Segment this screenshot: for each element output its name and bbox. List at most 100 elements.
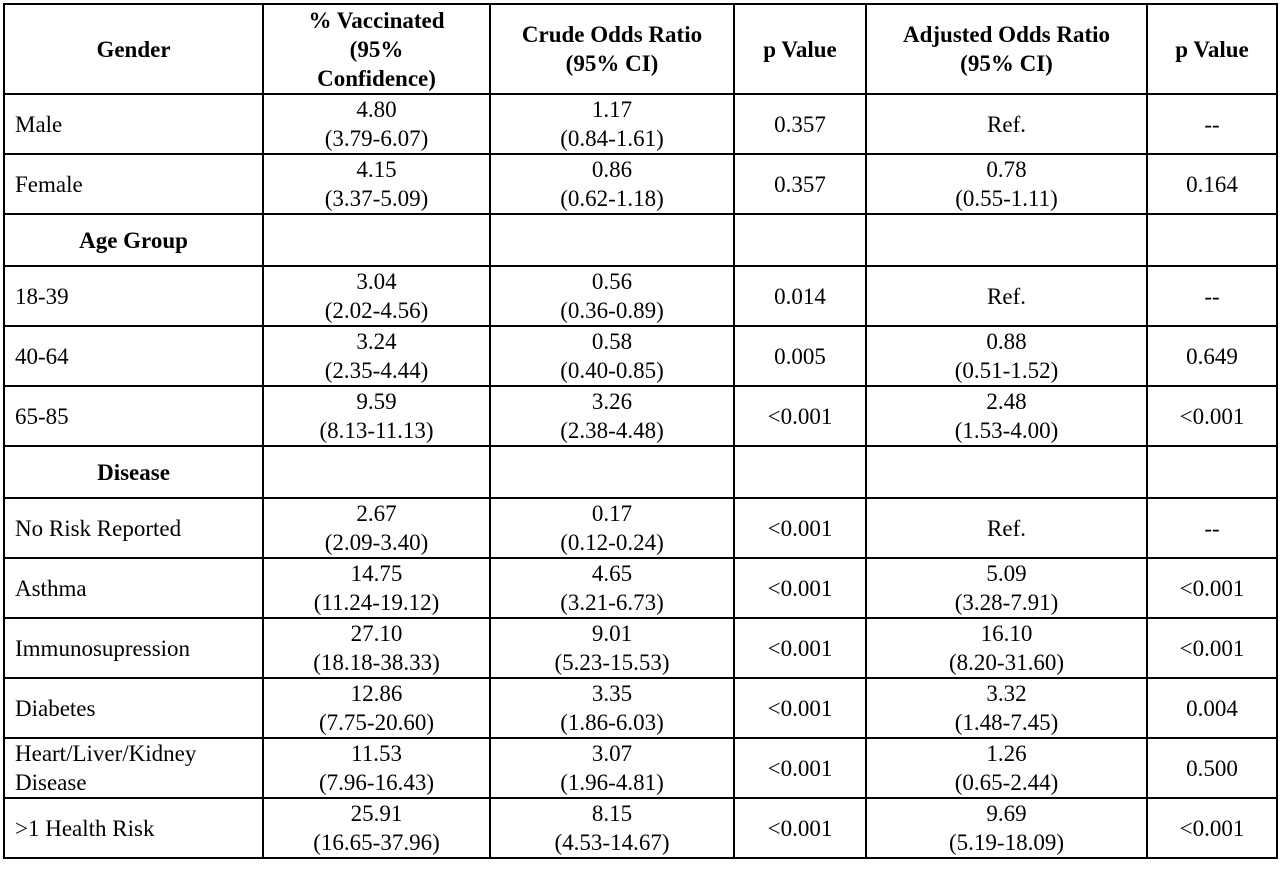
table-row: Heart/Liver/Kidney Disease 11.53 (7.96-16.… bbox=[3, 737, 1278, 799]
vaccinated-cell: 2.67 (2.09-3.40) bbox=[262, 497, 491, 559]
empty-cell bbox=[262, 213, 491, 267]
crude-odds-value: 0.86 bbox=[591, 157, 633, 182]
disease-section-heading: Disease bbox=[3, 445, 264, 499]
adjusted-odds-value: 0.78 bbox=[986, 157, 1027, 182]
table-row: Diabetes 12.86 (7.75-20.60) 3.35 (1.86-6.03)… bbox=[3, 677, 1278, 739]
vaccinated-ci: (2.02-4.56) bbox=[324, 298, 429, 323]
adjusted-odds-cell: Ref. bbox=[865, 93, 1148, 155]
vaccination-odds-table: Gender % Vaccinated (95% Confidence) Cru… bbox=[3, 3, 1278, 859]
adjusted-odds-cell: 0.78 (0.55-1.11) bbox=[865, 153, 1148, 215]
vaccinated-cell: 14.75 (11.24-19.12) bbox=[262, 557, 491, 619]
empty-cell bbox=[733, 445, 867, 499]
adjusted-odds-ci: (3.28-7.91) bbox=[954, 590, 1059, 615]
header-adjusted-line: (95% CI) bbox=[960, 51, 1053, 76]
table-body: Male 4.80 (3.79-6.07) 1.17 (0.84-1.61) 0.357 R… bbox=[3, 93, 1278, 859]
crude-odds-cell: 3.07 (1.96-4.81) bbox=[489, 737, 735, 799]
crude-odds-cell: 8.15 (4.53-14.67) bbox=[489, 797, 735, 859]
vaccinated-cell: 11.53 (7.96-16.43) bbox=[262, 737, 491, 799]
p-value-adjusted-cell: <0.001 bbox=[1146, 385, 1278, 447]
crude-odds-ci: (0.40-0.85) bbox=[560, 358, 664, 383]
crude-odds-cell: 0.17 (0.12-0.24) bbox=[489, 497, 735, 559]
age-group-section-row: Age Group bbox=[3, 213, 1278, 267]
empty-cell bbox=[489, 213, 735, 267]
header-vaccinated: % Vaccinated (95% Confidence) bbox=[262, 3, 491, 95]
p-value-adjusted-cell: <0.001 bbox=[1146, 797, 1278, 859]
vaccinated-cell: 27.10 (18.18-38.33) bbox=[262, 617, 491, 679]
crude-odds-cell: 0.58 (0.40-0.85) bbox=[489, 325, 735, 387]
row-label: Male bbox=[3, 93, 264, 155]
p-value-crude-cell: <0.001 bbox=[733, 385, 867, 447]
adjusted-odds-ci: (1.48-7.45) bbox=[954, 710, 1059, 735]
p-value-adjusted-cell: 0.649 bbox=[1146, 325, 1278, 387]
p-value-crude-cell: <0.001 bbox=[733, 737, 867, 799]
vaccinated-cell: 4.15 (3.37-5.09) bbox=[262, 153, 491, 215]
crude-odds-value: 0.17 bbox=[591, 501, 633, 526]
crude-odds-value: 8.15 bbox=[591, 801, 633, 826]
adjusted-odds-cell: 3.32 (1.48-7.45) bbox=[865, 677, 1148, 739]
adjusted-odds-cell: 0.88 (0.51-1.52) bbox=[865, 325, 1148, 387]
vaccinated-ci: (7.96-16.43) bbox=[319, 770, 434, 795]
p-value-crude-cell: <0.001 bbox=[733, 557, 867, 619]
vaccinated-value: 9.59 bbox=[356, 389, 397, 414]
crude-odds-cell: 0.86 (0.62-1.18) bbox=[489, 153, 735, 215]
adjusted-odds-cell: Ref. bbox=[865, 265, 1148, 327]
table-row: 18-39 3.04 (2.02-4.56) 0.56 (0.36-0.89) 0.014… bbox=[3, 265, 1278, 327]
adjusted-odds-ci: (0.51-1.52) bbox=[954, 358, 1059, 383]
header-vaccinated-line: Confidence) bbox=[317, 65, 436, 91]
empty-cell bbox=[1146, 445, 1278, 499]
crude-odds-ci: (5.23-15.53) bbox=[554, 650, 670, 675]
p-value-adjusted-cell: -- bbox=[1146, 497, 1278, 559]
vaccinated-value: 11.53 bbox=[351, 741, 402, 766]
vaccinated-value: 25.91 bbox=[350, 801, 403, 826]
vaccinated-value: 4.15 bbox=[356, 157, 397, 182]
adjusted-odds-cell: 2.48 (1.53-4.00) bbox=[865, 385, 1148, 447]
table-row: Asthma 14.75 (11.24-19.12) 4.65 (3.21-6.73) <… bbox=[3, 557, 1278, 619]
header-crude-line: Crude Odds Ratio bbox=[521, 22, 703, 47]
vaccinated-ci: (7.75-20.60) bbox=[319, 710, 434, 735]
p-value-adjusted-cell: -- bbox=[1146, 265, 1278, 327]
row-label: 65-85 bbox=[3, 385, 264, 447]
crude-odds-cell: 4.65 (3.21-6.73) bbox=[489, 557, 735, 619]
row-label: Immunosupression bbox=[3, 617, 264, 679]
crude-odds-ci: (3.21-6.73) bbox=[560, 590, 664, 615]
crude-odds-ci: (0.62-1.18) bbox=[560, 186, 664, 211]
vaccinated-cell: 25.91 (16.65-37.96) bbox=[262, 797, 491, 859]
crude-odds-value: 1.17 bbox=[591, 97, 633, 122]
crude-odds-cell: 3.35 (1.86-6.03) bbox=[489, 677, 735, 739]
row-label: Heart/Liver/Kidney Disease bbox=[3, 737, 264, 799]
vaccinated-value: 3.04 bbox=[356, 269, 397, 294]
crude-odds-value: 9.01 bbox=[591, 621, 633, 646]
row-label: 18-39 bbox=[3, 265, 264, 327]
empty-cell bbox=[262, 445, 491, 499]
adjusted-odds-ci: (5.19-18.09) bbox=[949, 830, 1064, 855]
crude-odds-cell: 3.26 (2.38-4.48) bbox=[489, 385, 735, 447]
empty-cell bbox=[733, 213, 867, 267]
crude-odds-cell: 1.17 (0.84-1.61) bbox=[489, 93, 735, 155]
vaccinated-ci: (3.37-5.09) bbox=[324, 186, 429, 211]
crude-odds-ci: (4.53-14.67) bbox=[554, 830, 670, 855]
adjusted-odds-cell: 9.69 (5.19-18.09) bbox=[865, 797, 1148, 859]
adjusted-odds-value: Ref. bbox=[987, 515, 1026, 541]
vaccinated-ci: (2.09-3.40) bbox=[324, 530, 429, 555]
adjusted-odds-cell: 5.09 (3.28-7.91) bbox=[865, 557, 1148, 619]
adjusted-odds-value: 2.48 bbox=[986, 389, 1027, 414]
header-vaccinated-line: (95% bbox=[349, 36, 404, 62]
vaccinated-ci: (11.24-19.12) bbox=[313, 590, 440, 615]
vaccinated-ci: (18.18-38.33) bbox=[313, 650, 440, 675]
adjusted-odds-ci: (0.55-1.11) bbox=[955, 186, 1058, 211]
table-row: Male 4.80 (3.79-6.07) 1.17 (0.84-1.61) 0.357 R… bbox=[3, 93, 1278, 155]
crude-odds-ci: (0.12-0.24) bbox=[560, 530, 664, 555]
crude-odds-value: 3.35 bbox=[591, 681, 633, 706]
header-gender: Gender bbox=[3, 3, 264, 95]
p-value-adjusted-cell: 0.164 bbox=[1146, 153, 1278, 215]
crude-odds-value: 0.56 bbox=[591, 269, 633, 294]
adjusted-odds-value: 5.09 bbox=[986, 561, 1027, 586]
empty-cell bbox=[865, 213, 1148, 267]
crude-odds-value: 3.07 bbox=[591, 741, 633, 766]
header-adjusted-odds-ratio: Adjusted Odds Ratio (95% CI) bbox=[865, 3, 1148, 95]
adjusted-odds-ci: (8.20-31.60) bbox=[949, 650, 1064, 675]
table-row: >1 Health Risk 25.91 (16.65-37.96) 8.15 (4.5… bbox=[3, 797, 1278, 859]
p-value-crude-cell: <0.001 bbox=[733, 497, 867, 559]
crude-odds-ci: (0.36-0.89) bbox=[560, 298, 664, 323]
adjusted-odds-cell: 16.10 (8.20-31.60) bbox=[865, 617, 1148, 679]
